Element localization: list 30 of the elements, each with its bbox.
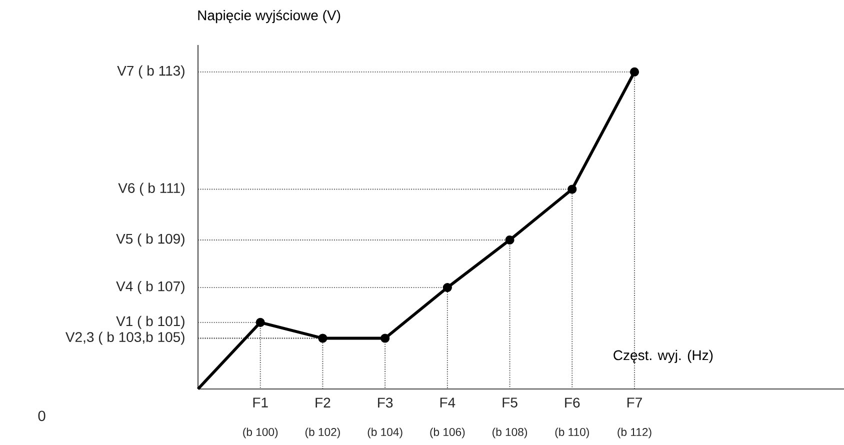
y-axis-title: Napięcie wyjściowe (V): [198, 10, 340, 24]
text: (b 102): [305, 428, 340, 438]
text: (b 110): [555, 428, 589, 438]
text: (b 104): [368, 428, 402, 438]
x-tick-label: F4: [440, 398, 456, 408]
point: [256, 318, 265, 327]
x-axis-title: Częst. wyj. (Hz): [614, 350, 713, 363]
text: 0: [38, 410, 46, 422]
x-tick-label: F1: [253, 398, 268, 408]
text: (b 112): [618, 428, 652, 438]
text: (b 106): [430, 428, 465, 438]
text: V6 ( b 111): [118, 182, 184, 196]
point: [318, 334, 328, 343]
text: V2,3 ( b 103,b 105): [65, 332, 184, 345]
text: (b 108): [492, 428, 528, 438]
x-tick-label: F5: [502, 398, 518, 408]
text: (b 100): [243, 428, 278, 438]
text: V7 ( b 113): [117, 65, 184, 78]
x-tick-label: F7: [627, 398, 642, 408]
point: [630, 67, 640, 76]
x-tick-label: F6: [565, 398, 580, 408]
text: V1 ( b 101): [116, 316, 184, 329]
text: V4 ( b 107): [116, 281, 184, 294]
point: [380, 334, 390, 343]
point: [442, 282, 452, 292]
point: [568, 184, 577, 194]
point: [505, 235, 514, 245]
x-tick-label: F2: [316, 398, 330, 408]
x-tick-label: F3: [378, 398, 393, 408]
text: V5 ( b 109): [116, 233, 184, 247]
